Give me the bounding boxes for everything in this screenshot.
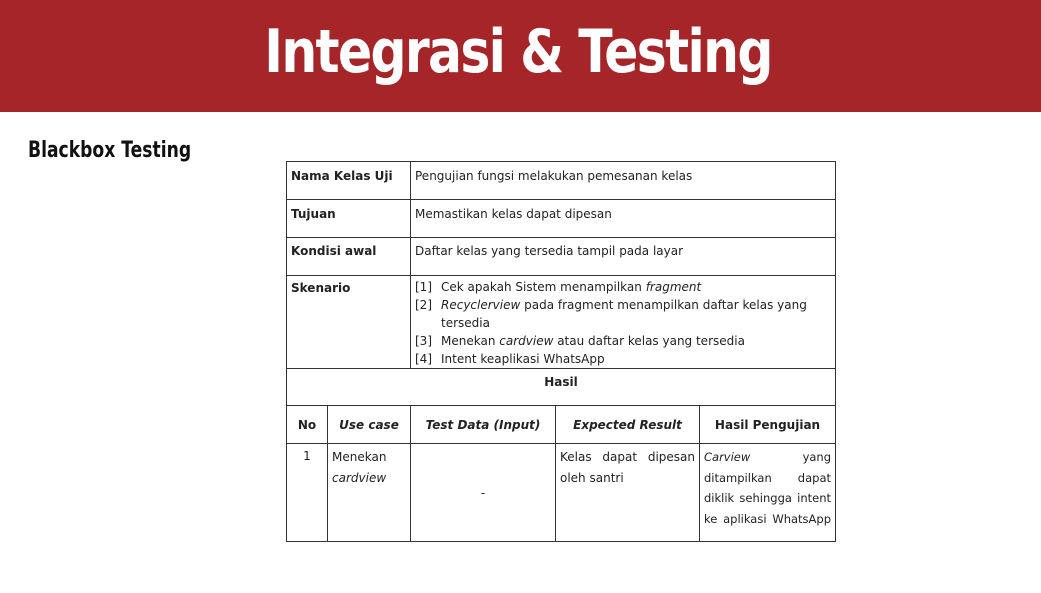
step-text: Cek apakah Sistem menampilkan fragment	[441, 280, 702, 294]
expected-line: Kelas dapat dipesan	[560, 450, 695, 464]
hasil-line: Carview yang	[704, 450, 832, 464]
value-kondisi-awal: Daftar kelas yang tersedia tampil pada l…	[409, 237, 837, 276]
step-number: [3]	[415, 334, 432, 348]
hasil-line: ditampilkan dapat	[704, 470, 832, 485]
row-skenario: Skenario [1] Cek apakah Sistem menampilk…	[286, 275, 837, 369]
scenario-step: [1] Cek apakah Sistem menampilkan fragme…	[415, 278, 831, 296]
header-test-data: Test Data (Input)	[410, 405, 556, 444]
slide-title: Integrasi & Testing	[264, 17, 773, 87]
cell-no: 1	[286, 443, 328, 542]
cell-test-data: -	[410, 443, 556, 542]
step-text: Menekan cardview atau daftar kelas yang …	[441, 334, 745, 348]
header-expected-result: Expected Result	[555, 405, 700, 444]
scenario-step: [3] Menekan cardview atau daftar kelas y…	[415, 332, 831, 350]
value-tujuan: Memastikan kelas dapat dipesan	[409, 199, 837, 238]
scenario-steps: [1] Cek apakah Sistem menampilkan fragme…	[415, 278, 831, 368]
row-nama-kelas-uji: Nama Kelas Uji Pengujian fungsi melakuka…	[286, 161, 837, 200]
label-skenario: Skenario	[286, 275, 411, 369]
header-no: No	[286, 405, 328, 444]
use-case-line: cardview	[332, 471, 387, 485]
hasil-line: ke aplikasi WhatsApp	[704, 511, 832, 526]
step-number: [2]	[415, 298, 432, 312]
label-tujuan: Tujuan	[286, 199, 411, 238]
hasil-line: diklik sehingga intent	[704, 491, 832, 505]
step-number: [1]	[415, 280, 432, 294]
step-number: [4]	[415, 352, 432, 366]
row-kondisi-awal: Kondisi awal Daftar kelas yang tersedia …	[286, 237, 837, 276]
step-text: Intent keaplikasi WhatsApp	[441, 352, 605, 366]
header-hasil-pengujian: Hasil Pengujian	[698, 405, 837, 444]
use-case-line: Menekan	[332, 450, 387, 464]
hasil-heading: Hasil	[285, 368, 837, 406]
header-use-case: Use case	[327, 405, 411, 444]
expected-line: oleh santri	[560, 471, 624, 485]
label-nama-kelas-uji: Nama Kelas Uji	[286, 161, 411, 200]
row-hasil: Hasil	[285, 368, 837, 406]
cell-use-case: Menekan cardview	[327, 443, 411, 542]
step-text: Recyclerview pada fragment menampilkan d…	[441, 298, 807, 330]
scenario-step: [2] Recyclerview pada fragment menampilk…	[415, 296, 831, 332]
row-tujuan: Tujuan Memastikan kelas dapat dipesan	[286, 199, 837, 238]
value-nama-kelas-uji: Pengujian fungsi melakukan pemesanan kel…	[409, 161, 837, 200]
section-subtitle: Blackbox Testing	[28, 138, 192, 163]
cell-hasil-pengujian: Carview yang ditampilkan dapat diklik seh…	[698, 443, 837, 542]
table-row: 1 Menekan cardview - Kelas dapat dipesan…	[286, 443, 837, 542]
value-skenario: [1] Cek apakah Sistem menampilkan fragme…	[409, 275, 837, 369]
scenario-step: [4] Intent keaplikasi WhatsApp	[415, 350, 831, 368]
label-kondisi-awal: Kondisi awal	[286, 237, 411, 276]
title-banner: Integrasi & Testing	[0, 0, 1041, 112]
blackbox-test-table: Nama Kelas Uji Pengujian fungsi melakuka…	[285, 161, 837, 542]
row-column-headers: No Use case Test Data (Input) Expected R…	[286, 405, 837, 444]
cell-expected-result: Kelas dapat dipesan oleh santri	[555, 443, 700, 542]
